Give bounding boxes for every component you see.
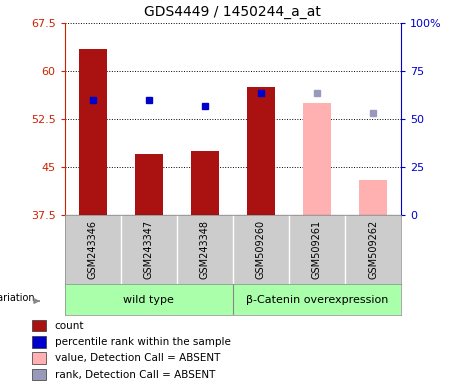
Text: GSM509260: GSM509260	[256, 220, 266, 279]
Bar	[31, 369, 47, 381]
Text: β-Catenin overexpression: β-Catenin overexpression	[246, 295, 388, 305]
Text: rank, Detection Call = ABSENT: rank, Detection Call = ABSENT	[55, 369, 215, 379]
Bar	[247, 87, 275, 215]
Bar	[31, 320, 47, 331]
Text: percentile rank within the sample: percentile rank within the sample	[55, 337, 231, 347]
Text: GSM243346: GSM243346	[88, 220, 98, 279]
Bar	[303, 103, 331, 215]
Text: wild type: wild type	[123, 295, 174, 305]
Text: genotype/variation: genotype/variation	[0, 293, 35, 303]
Bar	[31, 353, 47, 364]
Text: GSM509261: GSM509261	[312, 220, 322, 279]
Bar	[78, 49, 106, 215]
Text: GSM509262: GSM509262	[368, 220, 378, 279]
Bar	[191, 151, 219, 215]
Bar	[359, 180, 387, 215]
Text: value, Detection Call = ABSENT: value, Detection Call = ABSENT	[55, 353, 220, 363]
Title: GDS4449 / 1450244_a_at: GDS4449 / 1450244_a_at	[144, 5, 321, 19]
Text: GSM243348: GSM243348	[200, 220, 210, 279]
Text: count: count	[55, 321, 84, 331]
Bar	[135, 154, 163, 215]
Text: GSM243347: GSM243347	[144, 220, 154, 279]
Bar	[31, 336, 47, 348]
